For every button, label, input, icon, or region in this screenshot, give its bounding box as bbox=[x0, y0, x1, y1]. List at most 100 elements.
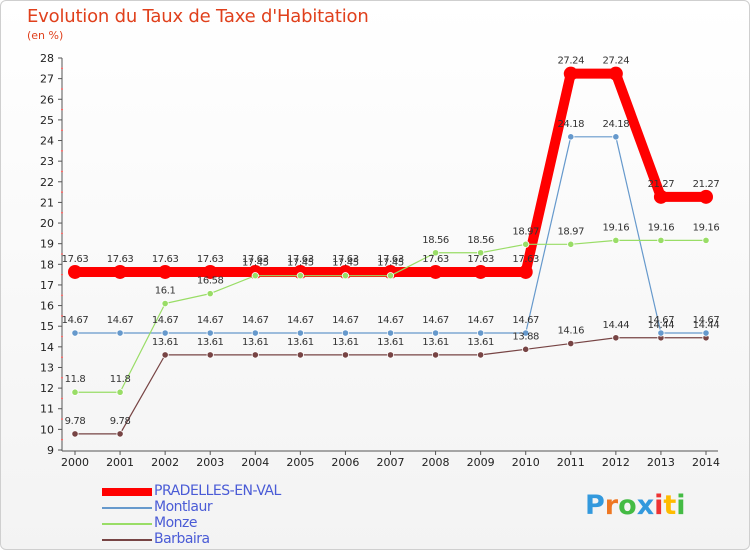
data-label: 18.97 bbox=[557, 226, 584, 237]
y-minor-tick bbox=[61, 150, 63, 152]
y-minor-tick bbox=[61, 294, 63, 297]
x-tick-label: 2007 bbox=[377, 456, 405, 469]
legend-label: Monze bbox=[154, 515, 197, 531]
legend-label: Barbaira bbox=[154, 531, 210, 547]
x-tick-label: 2002 bbox=[151, 456, 179, 469]
y-minor-tick bbox=[61, 438, 63, 441]
y-tick-label: 14 bbox=[40, 341, 54, 354]
y-minor-tick bbox=[61, 335, 63, 338]
data-label: 13.61 bbox=[152, 337, 179, 348]
data-label: 13.61 bbox=[332, 337, 359, 348]
y-minor-tick bbox=[61, 232, 63, 235]
data-label: 19.16 bbox=[603, 222, 630, 233]
data-point bbox=[203, 264, 218, 279]
data-label: 14.44 bbox=[648, 320, 675, 331]
data-point bbox=[699, 189, 713, 204]
data-label: 17.45 bbox=[377, 258, 404, 269]
data-label: 17.63 bbox=[197, 254, 224, 265]
brand-letter: P bbox=[585, 490, 605, 521]
data-label: 17.63 bbox=[242, 254, 269, 265]
data-point bbox=[653, 189, 668, 204]
chart-title: Evolution du Taux de Taxe d'Habitation bbox=[27, 6, 369, 27]
x-tick-label: 2004 bbox=[241, 456, 269, 469]
data-point bbox=[71, 430, 79, 438]
data-label: 13.61 bbox=[242, 337, 269, 348]
data-label: 17.63 bbox=[287, 254, 314, 265]
data-label: 17.45 bbox=[242, 258, 269, 269]
y-minor-tick bbox=[61, 315, 63, 317]
y-minor-tick bbox=[61, 273, 63, 276]
x-tick-label: 2001 bbox=[106, 456, 134, 469]
data-label: 16.1 bbox=[155, 286, 176, 297]
data-point bbox=[477, 351, 485, 359]
data-point bbox=[477, 329, 485, 337]
x-tick-label: 2012 bbox=[602, 456, 630, 469]
y-tick-label: 22 bbox=[40, 176, 54, 189]
brand-letter: i bbox=[654, 490, 664, 521]
data-point bbox=[386, 351, 395, 359]
data-label: 14.67 bbox=[512, 315, 539, 326]
data-point bbox=[206, 290, 214, 298]
y-minor-tick bbox=[61, 129, 63, 132]
x-tick-label: 2014 bbox=[692, 456, 720, 469]
data-label: 13.61 bbox=[467, 337, 494, 348]
y-tick-label: 11 bbox=[40, 403, 54, 416]
data-label: 17.63 bbox=[152, 254, 179, 265]
brand-letter: t bbox=[663, 490, 677, 521]
data-point bbox=[473, 264, 488, 279]
brand-letter: x bbox=[636, 490, 655, 521]
data-label: 27.24 bbox=[557, 56, 584, 67]
data-label: 14.67 bbox=[62, 315, 89, 326]
data-point bbox=[563, 66, 578, 81]
data-label: 24.18 bbox=[557, 119, 584, 130]
y-tick-label: 21 bbox=[40, 196, 54, 209]
data-point bbox=[116, 430, 124, 438]
data-point bbox=[251, 272, 259, 280]
data-point bbox=[567, 339, 575, 348]
data-point bbox=[251, 351, 259, 359]
data-label: 14.67 bbox=[197, 315, 224, 326]
data-point bbox=[522, 240, 530, 248]
y-tick-label: 26 bbox=[40, 93, 54, 106]
data-point bbox=[431, 249, 440, 257]
brand-letter: i bbox=[676, 490, 686, 521]
y-tick-label: 15 bbox=[40, 320, 54, 333]
data-label: 14.67 bbox=[287, 315, 314, 326]
y-tick-label: 20 bbox=[40, 217, 54, 230]
data-point bbox=[386, 329, 395, 337]
data-label: 19.16 bbox=[648, 222, 675, 233]
x-tick-label: 2013 bbox=[647, 456, 675, 469]
data-point bbox=[161, 329, 169, 337]
x-tick-label: 2008 bbox=[422, 456, 450, 469]
y-tick-label: 13 bbox=[40, 361, 54, 374]
data-label: 14.44 bbox=[693, 320, 720, 331]
chart-unit: (en %) bbox=[27, 29, 64, 42]
x-tick-label: 2000 bbox=[61, 456, 89, 469]
data-point bbox=[158, 264, 173, 279]
legend-label: PRADELLES-EN-VAL bbox=[154, 483, 281, 499]
data-point bbox=[296, 329, 304, 337]
y-minor-tick bbox=[61, 191, 63, 193]
data-label: 14.67 bbox=[422, 315, 449, 326]
y-tick-label: 12 bbox=[40, 382, 54, 395]
y-minor-tick bbox=[61, 356, 63, 358]
data-label: 9.78 bbox=[110, 416, 131, 427]
data-label: 14.67 bbox=[242, 315, 269, 326]
data-label: 13.61 bbox=[422, 337, 449, 348]
data-label: 16.58 bbox=[197, 276, 224, 287]
x-tick-label: 2005 bbox=[286, 456, 314, 469]
y-minor-tick bbox=[61, 170, 63, 173]
data-point bbox=[206, 351, 214, 359]
data-label: 21.27 bbox=[693, 179, 720, 190]
y-tick-label: 28 bbox=[40, 52, 54, 65]
data-label: 11.8 bbox=[110, 374, 131, 385]
data-point bbox=[251, 329, 259, 337]
data-label: 14.67 bbox=[152, 315, 179, 326]
data-point bbox=[608, 66, 623, 81]
data-point bbox=[567, 240, 575, 248]
data-point bbox=[71, 329, 79, 337]
data-label: 13.88 bbox=[512, 331, 539, 342]
data-label: 17.63 bbox=[107, 254, 134, 265]
y-tick-label: 19 bbox=[40, 238, 54, 251]
